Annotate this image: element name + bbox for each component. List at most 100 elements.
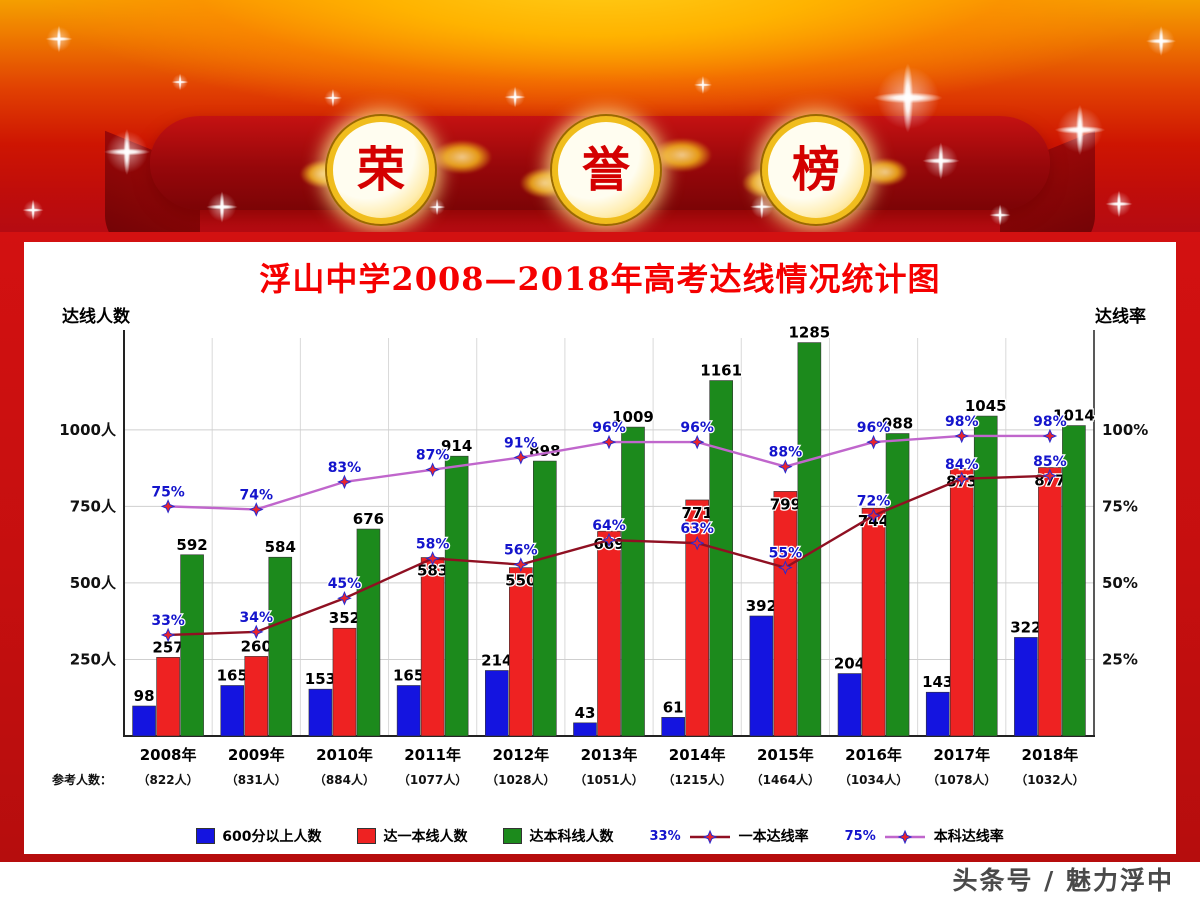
bar (773, 491, 798, 737)
legend-item: 达一本线人数 (357, 826, 467, 846)
bar (396, 685, 421, 737)
x-tick-label: 2011年 (404, 746, 461, 764)
bar-value-label: 214 (481, 651, 512, 669)
star-marker-icon (249, 502, 264, 517)
bar (621, 426, 645, 737)
star-marker-icon (249, 624, 264, 640)
star-marker-icon (425, 551, 440, 566)
bar-value-label: 1161 (700, 362, 742, 380)
bar-value-label: 771 (682, 504, 713, 522)
chart-svg: 250人 500人 750人 1000人 25% 50% 75% 100% 达线人数 达线率 98 1… (52, 306, 1148, 787)
bar-value-label: 257 (152, 638, 183, 656)
bar (709, 380, 733, 737)
bar-value-label: 1045 (965, 397, 1007, 415)
x-tick-label: 2008年 (140, 746, 197, 764)
bar (308, 688, 333, 737)
rate-label: 96% (680, 420, 714, 436)
x-tick-label: 2009年 (228, 746, 285, 764)
bar-value-label: 165 (217, 666, 248, 684)
legend-line-icon (884, 829, 925, 844)
bar-value-label: 583 (417, 562, 448, 580)
exam-takers-label: 参考人数： (52, 772, 112, 787)
exam-takers-value: （831人） (226, 772, 287, 787)
rate-label: 98% (1033, 414, 1067, 430)
y-tick-left: 250人 (70, 650, 117, 668)
sparkle-icon (1140, 20, 1182, 62)
rate-label: 98% (945, 414, 979, 430)
rate-label: 56% (504, 543, 538, 559)
rate-label: 75% (151, 484, 185, 500)
medallion-bang: 榜 (762, 116, 870, 224)
rate-label: 84% (945, 457, 979, 473)
star-marker-icon (866, 508, 881, 523)
bar (597, 530, 621, 737)
bar-value-label: 676 (353, 510, 384, 528)
y-tick-left: 500人 (70, 574, 117, 592)
bar (861, 507, 886, 737)
star-marker-icon (689, 535, 705, 551)
bar (573, 722, 597, 737)
legend-swatch-icon (503, 828, 523, 844)
x-tick-label: 2012年 (492, 746, 549, 764)
star-marker-icon (160, 627, 176, 643)
star-marker-icon (1042, 468, 1058, 484)
legend-label: 一本达线率 (738, 829, 809, 845)
exam-takers-value: （822人） (138, 772, 199, 787)
x-tick-label: 2016年 (845, 746, 902, 764)
sparkle-icon (18, 195, 48, 225)
x-tick-label: 2017年 (933, 746, 990, 764)
legend-item: 达本科线人数 (503, 826, 613, 846)
floral-decoration (432, 140, 492, 174)
exam-takers-value: （1028人） (486, 772, 555, 787)
legend-sample-value: 33% (649, 828, 681, 844)
star-marker-icon (954, 428, 969, 444)
medallion-yu: 誉 (552, 116, 660, 224)
rate-label: 64% (592, 518, 626, 534)
bar (1062, 425, 1086, 737)
banner: 荣 誉 榜 (0, 0, 1200, 232)
bar (685, 499, 709, 737)
medallion-char: 荣 (356, 142, 405, 198)
rate-label: 58% (416, 536, 450, 552)
rate-label: 88% (769, 445, 803, 461)
y-tick-right: 50% (1102, 574, 1138, 592)
rate-label: 91% (504, 435, 538, 451)
bar (485, 670, 509, 737)
red-frame: 浮山中学2008—2018年高考达线情况统计图 250人 500人 750人 1000… (0, 232, 1200, 862)
bar-value-label: 1009 (612, 408, 654, 426)
sparkle-icon (40, 20, 78, 58)
bar-value-label: 98 (134, 687, 155, 705)
legend-label: 达一本线人数 (383, 829, 468, 845)
rate-label: 34% (240, 610, 274, 626)
y-tick-right: 25% (1102, 650, 1138, 668)
star-marker-icon (337, 590, 352, 606)
bar (244, 656, 269, 737)
bar (837, 673, 862, 737)
sparkle-icon (1100, 185, 1138, 223)
bar-value-label: 592 (176, 536, 207, 554)
bar-value-label: 988 (882, 415, 913, 433)
legend-item: 75% 本科达线率 (845, 826, 1004, 846)
rate-label: 45% (328, 576, 362, 592)
exam-takers-value: （1078人） (927, 772, 996, 787)
star-marker-icon (689, 434, 705, 450)
left-axis-title: 达线人数 (62, 306, 131, 327)
rate-label: 87% (416, 448, 450, 464)
bar (925, 691, 950, 737)
bar-value-label: 143 (922, 673, 953, 691)
rate-label: 85% (1033, 454, 1067, 470)
bar (973, 415, 998, 737)
bar (661, 717, 685, 737)
legend-label: 本科达线率 (933, 829, 1004, 845)
bar-value-label: 1014 (1053, 407, 1095, 425)
legend-sample-value: 75% (844, 828, 876, 844)
medallion-char: 誉 (581, 142, 630, 198)
bar (749, 615, 774, 737)
star-marker-icon (601, 532, 617, 548)
bar (356, 528, 381, 737)
rate-label: 63% (680, 521, 714, 537)
exam-takers-value: （1034人） (839, 772, 908, 787)
bar-value-label: 260 (241, 637, 272, 655)
exam-takers-value: （1464人） (751, 772, 820, 787)
